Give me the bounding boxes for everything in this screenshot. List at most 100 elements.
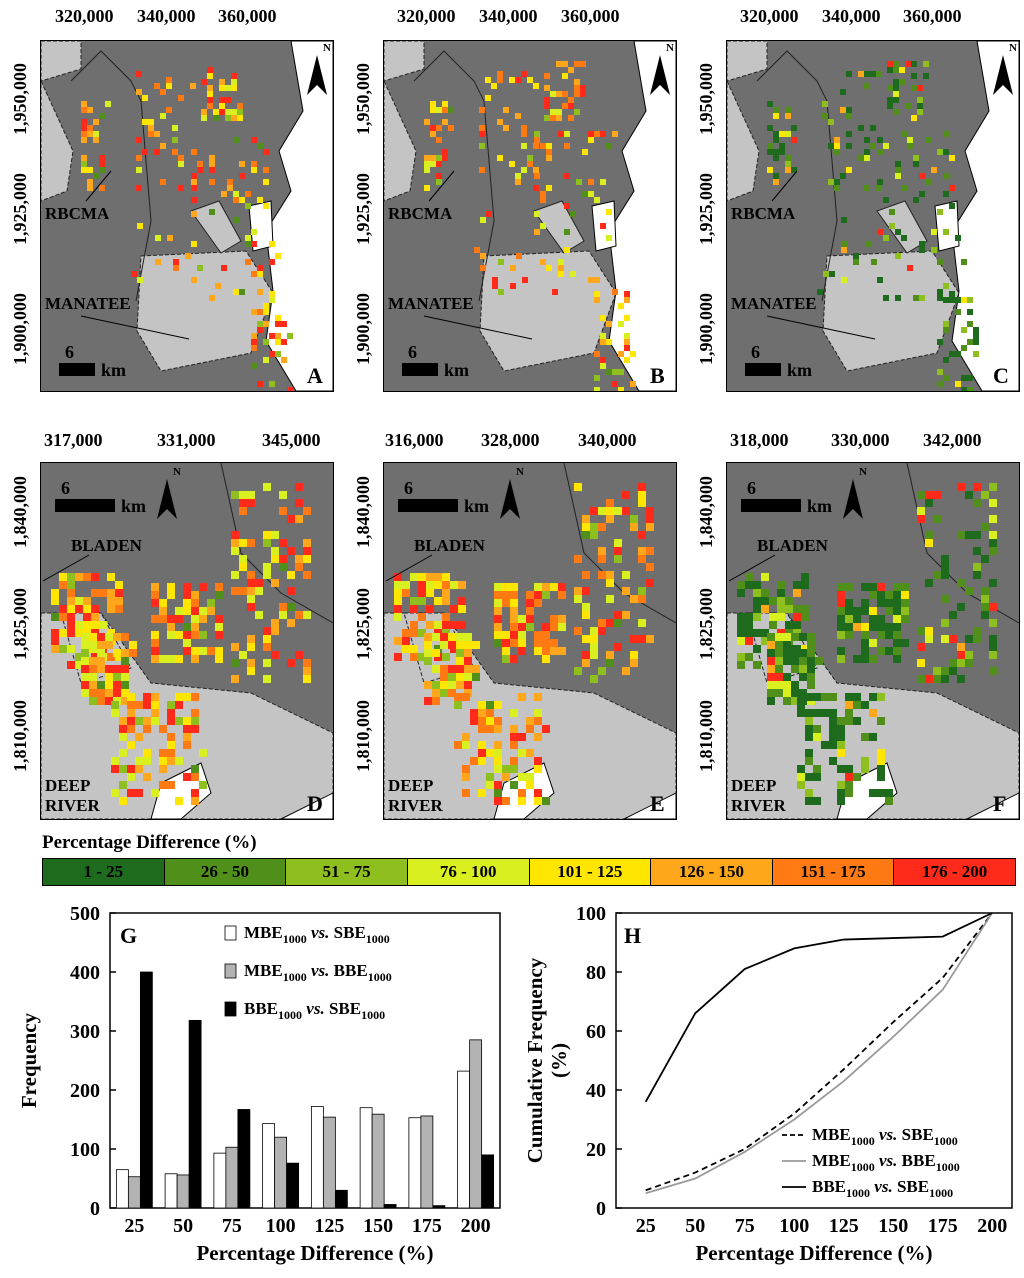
grid-cell <box>767 143 773 149</box>
grid-cell <box>207 85 213 91</box>
grid-cell <box>973 327 979 333</box>
grid-cell <box>893 109 899 115</box>
grid-cell <box>893 85 899 91</box>
grid-cell <box>178 185 184 191</box>
grid-cell <box>127 693 135 701</box>
map-f-ytick-3: 1,810,000 <box>696 700 716 772</box>
grid-cell <box>402 645 410 653</box>
grid-cell <box>905 103 911 109</box>
grid-cell <box>167 701 175 709</box>
grid-cell <box>550 583 558 591</box>
grid-cell <box>638 595 646 603</box>
grid-cell <box>775 689 783 697</box>
grid-cell <box>793 621 801 629</box>
grid-cell <box>544 73 550 79</box>
scale-unit: km <box>121 496 146 516</box>
grid-cell <box>436 173 442 179</box>
grid-cell <box>172 137 178 143</box>
grid-cell <box>442 613 450 621</box>
grid-cell <box>105 673 113 681</box>
grid-cell <box>775 657 783 665</box>
grid-cell <box>564 229 570 235</box>
grid-cell <box>955 235 961 241</box>
grid-cell <box>247 595 255 603</box>
grid-cell <box>622 611 630 619</box>
grid-cell <box>167 733 175 741</box>
grid-cell <box>518 631 526 639</box>
grid-cell <box>279 563 287 571</box>
map-d-xtick-1: 317,000 <box>44 430 103 450</box>
grid-cell <box>965 651 973 659</box>
grid-cell <box>622 571 630 579</box>
grid-cell <box>614 611 622 619</box>
grid-cell <box>279 507 287 515</box>
grid-cell <box>767 101 773 107</box>
north-arrow-icon <box>843 479 863 519</box>
grid-cell <box>865 241 871 247</box>
grid-cell <box>75 573 83 581</box>
grid-cell <box>436 107 442 113</box>
grid-cell <box>51 613 59 621</box>
grid-cell <box>59 581 67 589</box>
grid-cell <box>502 631 510 639</box>
grid-cell <box>251 333 257 339</box>
grid-cell <box>624 315 630 321</box>
grid-cell <box>303 571 311 579</box>
grid-cell <box>901 131 907 137</box>
grid-cell <box>624 291 630 297</box>
grid-cell <box>846 107 852 113</box>
bar <box>469 1039 483 1209</box>
grid-cell <box>166 77 172 83</box>
map-f-xtick-3: 342,000 <box>923 430 982 450</box>
grid-cell <box>606 499 614 507</box>
grid-cell <box>861 757 869 765</box>
bar <box>127 1176 141 1209</box>
map-a-xtick-3: 360,000 <box>218 6 277 26</box>
grid-cell <box>534 757 542 765</box>
grid-cell <box>462 693 470 701</box>
legend-label: MBE1000 vs. BBE1000 <box>244 961 392 984</box>
grid-cell <box>594 197 600 203</box>
grid-cell <box>941 595 949 603</box>
grid-cell <box>943 229 949 235</box>
grid-cell <box>937 289 943 295</box>
place-label: BLADEN <box>414 536 486 555</box>
grid-cell <box>191 789 199 797</box>
map-panel-c: N 6 km RBCMA MANATEE C <box>726 40 1020 392</box>
grid-cell <box>478 789 486 797</box>
grid-cell <box>785 155 791 161</box>
grid-cell <box>853 701 861 709</box>
grid-cell <box>167 615 175 623</box>
protected-area <box>384 80 417 202</box>
grid-cell <box>837 631 845 639</box>
grid-cell <box>263 179 269 185</box>
grid-cell <box>546 185 552 191</box>
grid-cell <box>247 539 255 547</box>
leader-line <box>42 554 90 582</box>
grid-cell <box>464 673 472 681</box>
grid-cell <box>564 131 570 137</box>
grid-cell <box>442 149 448 155</box>
grid-cell <box>777 613 785 621</box>
grid-cell <box>767 125 773 131</box>
grid-cell <box>515 173 521 179</box>
grid-cell <box>510 283 516 289</box>
scale-bar <box>59 363 95 376</box>
grid-cell <box>231 491 239 499</box>
grid-cell <box>251 241 257 247</box>
grid-cell <box>805 757 813 765</box>
grid-cell <box>247 603 255 611</box>
grid-cell <box>81 641 89 649</box>
grid-cell <box>989 619 997 627</box>
grid-cell <box>580 91 586 97</box>
grid-cell <box>239 289 245 295</box>
grid-cell <box>207 607 215 615</box>
grid-cell <box>516 253 522 259</box>
grid-cell <box>606 595 614 603</box>
grid-cell <box>219 103 225 109</box>
grid-cell <box>440 665 448 673</box>
grid-cell <box>846 113 852 119</box>
grid-cell <box>989 531 997 539</box>
grid-cell <box>263 531 271 539</box>
